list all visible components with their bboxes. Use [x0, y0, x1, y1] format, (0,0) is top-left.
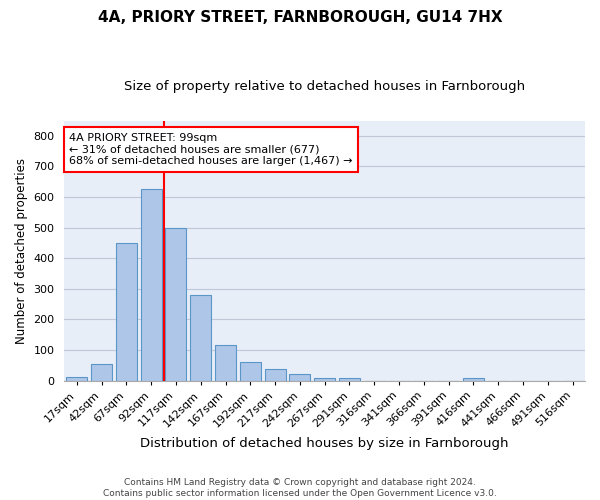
Bar: [314, 378, 335, 380]
Bar: [190, 295, 211, 380]
X-axis label: Distribution of detached houses by size in Farnborough: Distribution of detached houses by size …: [140, 437, 509, 450]
Bar: [140, 190, 162, 380]
Text: 4A, PRIORY STREET, FARNBOROUGH, GU14 7HX: 4A, PRIORY STREET, FARNBOROUGH, GU14 7HX: [98, 10, 502, 25]
Bar: [91, 364, 112, 380]
Bar: [289, 374, 310, 380]
Y-axis label: Number of detached properties: Number of detached properties: [15, 158, 28, 344]
Title: Size of property relative to detached houses in Farnborough: Size of property relative to detached ho…: [124, 80, 525, 93]
Bar: [339, 378, 360, 380]
Bar: [265, 370, 286, 380]
Bar: [215, 344, 236, 380]
Text: 4A PRIORY STREET: 99sqm
← 31% of detached houses are smaller (677)
68% of semi-d: 4A PRIORY STREET: 99sqm ← 31% of detache…: [70, 133, 353, 166]
Bar: [463, 378, 484, 380]
Bar: [166, 228, 187, 380]
Bar: [116, 243, 137, 380]
Bar: [66, 377, 88, 380]
Bar: [240, 362, 261, 380]
Text: Contains HM Land Registry data © Crown copyright and database right 2024.
Contai: Contains HM Land Registry data © Crown c…: [103, 478, 497, 498]
